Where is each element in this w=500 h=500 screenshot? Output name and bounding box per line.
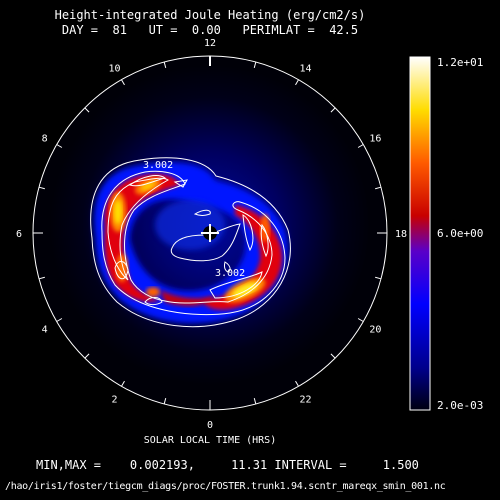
hour-label: 22: [299, 394, 311, 405]
hour-tick: [375, 276, 382, 280]
contour-label: 3.002: [215, 268, 245, 279]
min-max-interval: MIN,MAX = 0.002193, 11.31 INTERVAL = 1.5…: [36, 458, 419, 472]
hour-tick: [38, 276, 45, 280]
hotspot-dusk-3: [116, 254, 128, 282]
chart-subtitle: DAY = 81 UT = 0.00 PERIMLAT = 42.5: [61, 23, 359, 37]
contour-lines: [90, 157, 291, 328]
hour-tick: [357, 144, 364, 148]
hour-tick: [330, 107, 336, 113]
hour-label: 12: [204, 38, 216, 49]
hour-tick: [84, 107, 90, 113]
chart-title: Height-integrated Joule Heating (erg/cm2…: [54, 8, 366, 22]
colorbar-max-label: 1.2e+01: [437, 56, 484, 69]
hour-tick: [330, 353, 336, 359]
hour-tick: [56, 144, 63, 148]
colorbar: [409, 56, 431, 411]
hour-tick: [38, 186, 45, 190]
hour-tick: [163, 61, 167, 68]
hour-label: 8: [42, 134, 48, 145]
x-axis-label: SOLAR LOCAL TIME (HRS): [143, 435, 277, 446]
hour-label: 20: [369, 325, 381, 336]
colorbar-min-label: 2.0e-03: [437, 399, 484, 412]
hour-tick: [375, 186, 382, 190]
hour-tick: [56, 318, 63, 322]
hour-tick: [295, 79, 299, 86]
colorbar-mid-label: 6.0e+00: [437, 227, 484, 240]
hour-tick: [121, 79, 125, 86]
hour-label: 18: [395, 229, 407, 240]
hour-label: 14: [299, 64, 311, 75]
hour-tick: [253, 61, 257, 68]
hour-label: 0: [207, 420, 213, 431]
source-file-path: /hao/iris1/foster/tiegcm_diags/proc/FOST…: [5, 481, 446, 492]
hour-tick: [163, 398, 167, 405]
hour-label: 10: [108, 64, 120, 75]
hour-ticks: [33, 56, 387, 410]
hour-label: 6: [16, 229, 22, 240]
hour-tick: [253, 398, 257, 405]
hour-label: 4: [42, 325, 48, 336]
hour-tick: [295, 380, 299, 387]
hour-tick: [84, 353, 90, 359]
hour-tick: [357, 318, 364, 322]
hour-label: 16: [369, 134, 381, 145]
contour-label: 3.002: [143, 160, 173, 171]
hour-tick: [121, 380, 125, 387]
hour-label: 2: [111, 394, 117, 405]
